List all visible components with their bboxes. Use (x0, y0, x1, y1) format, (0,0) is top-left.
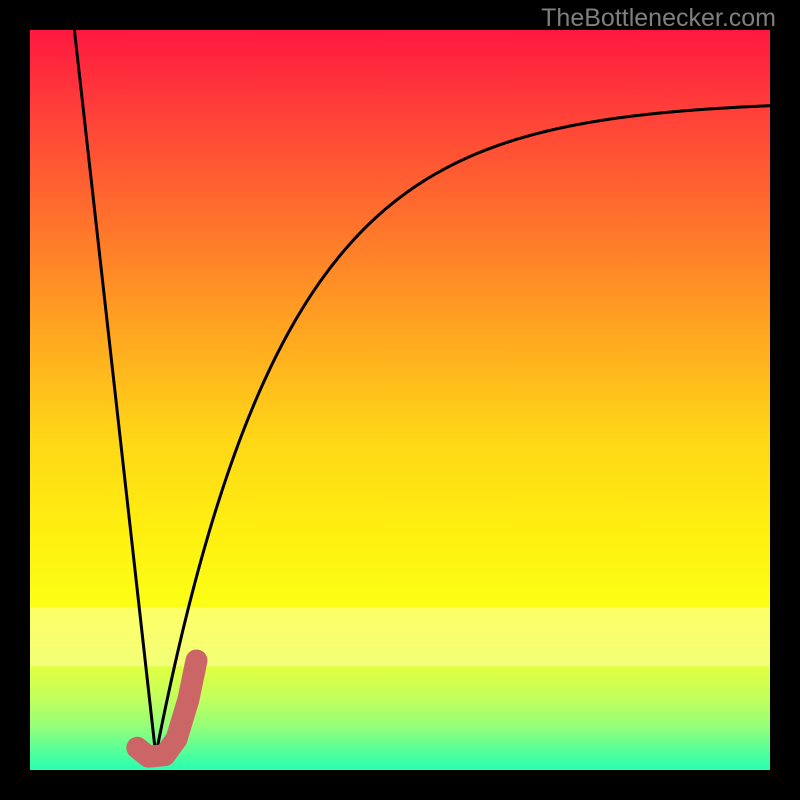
plot-area (30, 30, 770, 770)
watermark-text: TheBottlenecker.com (541, 4, 776, 33)
curve-layer (30, 30, 770, 770)
chart-root: TheBottlenecker.com (0, 0, 800, 800)
